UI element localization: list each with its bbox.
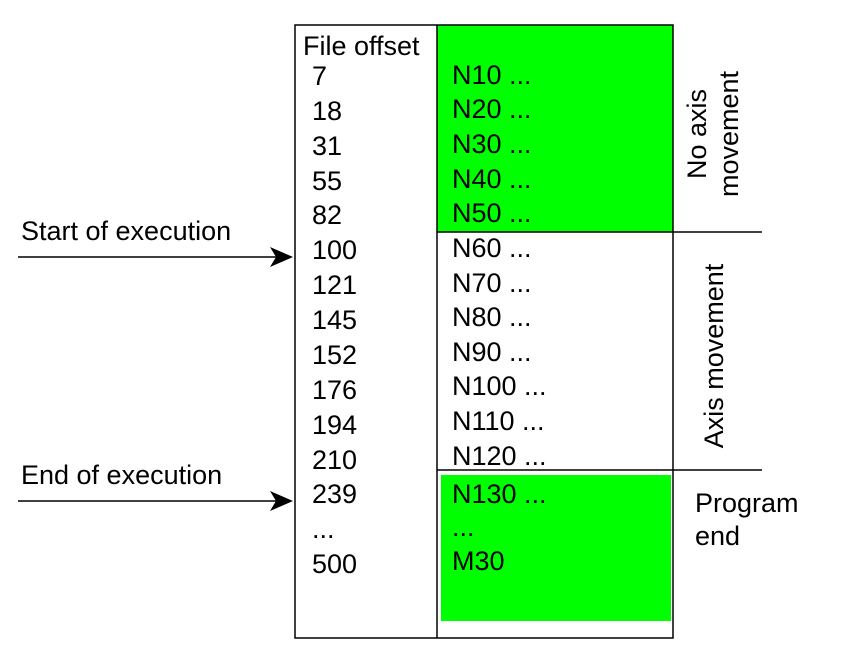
block-line: N30 ... [452,129,532,159]
program-end-label: Program end [695,487,799,553]
block-line: ... [452,512,475,542]
offset-value: 194 [312,410,358,440]
block-line: N130 ... [452,479,547,509]
offset-value: 176 [312,375,358,405]
block-line: N80 ... [452,302,532,332]
table-outline [294,24,674,639]
no-axis-highlight [437,25,673,232]
block-line: N60 ... [452,233,532,263]
offset-value: 55 [312,166,343,196]
offset-value: 82 [312,200,343,230]
start-arrow-head [270,247,293,267]
offset-value: 18 [312,96,343,126]
offset-value: ... [312,514,335,544]
offset-value: 210 [312,445,358,475]
block-line: N110 ... [452,406,545,436]
axis-movement-label: Axis movement [699,263,729,449]
program-end-line2: end [695,521,741,551]
program-end-highlight [441,475,671,621]
file-offset-header: File offset [303,31,420,61]
offset-value: 100 [312,235,358,265]
no-axis-line1: No axis [682,88,712,180]
offset-value: 145 [312,305,358,335]
block-line: N90 ... [452,337,532,367]
offset-value: 239 [312,479,358,509]
end-arrow-head [270,491,293,511]
offset-value: 7 [312,61,328,91]
offset-value: 152 [312,340,358,370]
block-line: N70 ... [452,268,532,298]
offset-value: 500 [312,549,358,579]
block-line: M30 [452,546,505,576]
offset-value: 31 [312,131,343,161]
block-line: N50 ... [452,198,532,228]
program-end-line1: Program [695,488,799,518]
end-of-execution-label: End of execution [21,460,223,490]
block-line: N20 ... [452,94,532,124]
no-axis-movement-label: No axis movement [681,64,745,204]
no-axis-line2: movement [714,70,744,198]
block-line: N100 ... [452,371,547,401]
start-of-execution-label: Start of execution [21,216,232,246]
offset-value: 121 [312,270,358,300]
block-line: N10 ... [452,60,532,90]
block-line: N40 ... [452,164,532,194]
block-line: N120 ... [452,441,547,471]
